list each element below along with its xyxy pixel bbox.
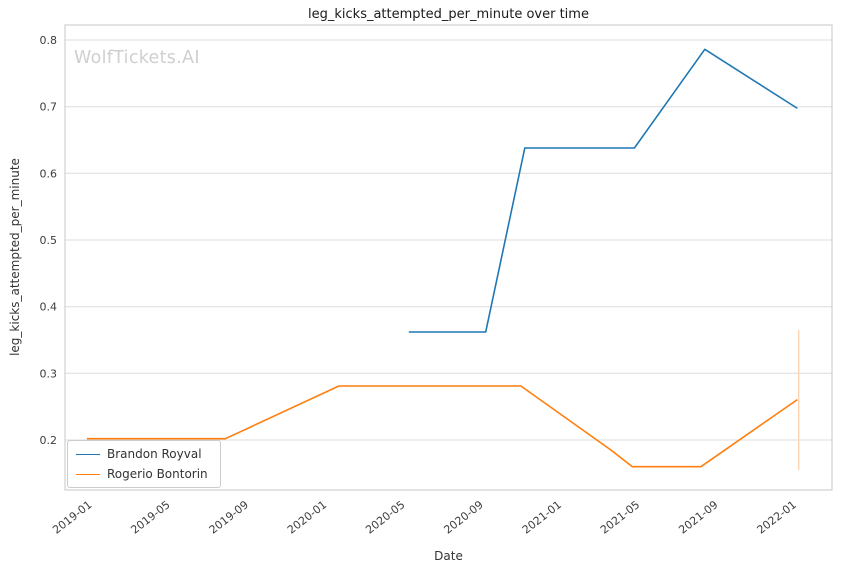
chart-title: leg_kicks_attempted_per_minute over time <box>308 7 589 22</box>
plot-border <box>64 24 833 491</box>
legend-label: Brandon Royval <box>107 447 202 461</box>
x-tick-label: 2020-09 <box>442 498 486 537</box>
legend-line-sample-blue <box>76 453 100 455</box>
y-tick-label: 0.3 <box>40 367 58 380</box>
x-axis-label: Date <box>434 549 463 563</box>
x-tick-label: 2020-01 <box>285 498 329 537</box>
x-tick-label: 2021-05 <box>598 498 642 537</box>
y-tick-label: 0.6 <box>40 167 58 180</box>
legend-line-sample-orange <box>76 473 100 475</box>
x-tick-label: 2019-05 <box>128 498 172 537</box>
y-tick-label: 0.7 <box>40 101 58 114</box>
y-tick-label: 0.2 <box>40 434 58 447</box>
series-line-rogerio-bontorin <box>86 385 798 468</box>
x-tick-label: 2021-09 <box>676 498 720 537</box>
y-tick-label: 0.4 <box>40 301 58 314</box>
x-tick-label: 2019-09 <box>207 498 251 537</box>
legend-item-brandon-royval: Brandon Royval <box>76 447 208 461</box>
series-line-brandon-royval <box>408 48 798 333</box>
legend: Brandon Royval Rogerio Bontorin <box>67 440 221 488</box>
legend-label: Rogerio Bontorin <box>107 467 208 481</box>
legend-item-rogerio-bontorin: Rogerio Bontorin <box>76 467 208 481</box>
x-tick-label: 2020-05 <box>363 498 407 537</box>
x-tick-label: 2019-01 <box>50 498 94 537</box>
y-tick-label: 0.5 <box>40 234 58 247</box>
y-axis-label: leg_kicks_attempted_per_minute <box>8 158 22 356</box>
x-tick-label: 2021-01 <box>520 498 564 537</box>
watermark: WolfTickets.AI <box>74 48 200 68</box>
x-tick-label: 2022-01 <box>755 498 799 537</box>
y-tick-label: 0.8 <box>40 34 58 47</box>
